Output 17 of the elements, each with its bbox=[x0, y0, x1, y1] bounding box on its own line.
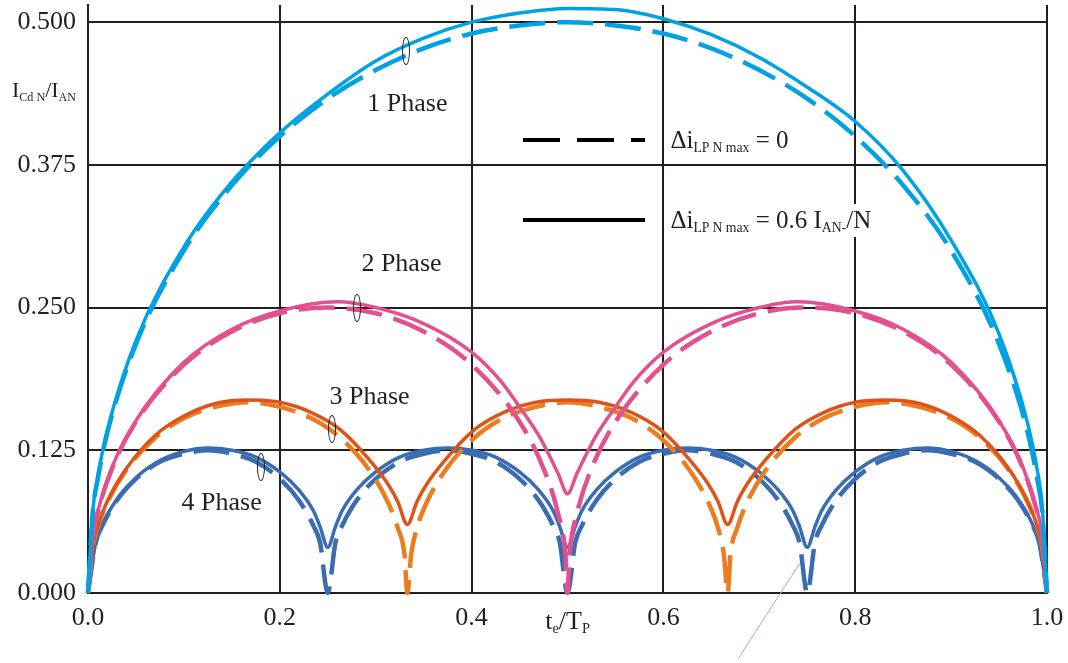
x-tick-label: 0.4 bbox=[455, 602, 488, 632]
y-tick-label: 0.500 bbox=[17, 5, 76, 35]
x-tick-label: 0.2 bbox=[263, 602, 297, 632]
y-tick-label: 0.375 bbox=[17, 148, 76, 178]
annotation: 1 Phase bbox=[367, 87, 448, 117]
y-axis-title: I$_{Cd N}$/I$_{AN}$ bbox=[11, 77, 77, 104]
x-tick-label: 0.6 bbox=[647, 602, 680, 632]
annotation: 2 Phase bbox=[361, 247, 442, 277]
x-axis-title: t$_{e}$/T$_{P}$ bbox=[545, 606, 590, 637]
legend-label: Δi$_{LP N max}$ = 0 bbox=[670, 126, 789, 156]
y-tick-label: 0.125 bbox=[17, 434, 76, 464]
legend-label: Δi$_{LP N max}$ = 0.6 I$_{AN-}$/N bbox=[670, 206, 872, 236]
x-tick-label: 1.0 bbox=[1030, 602, 1064, 632]
annotation: 4 Phase bbox=[181, 487, 262, 517]
y-tick-label: 0.250 bbox=[17, 291, 76, 321]
annotation: 3 Phase bbox=[329, 380, 410, 410]
x-tick-label: 0.8 bbox=[838, 602, 872, 632]
